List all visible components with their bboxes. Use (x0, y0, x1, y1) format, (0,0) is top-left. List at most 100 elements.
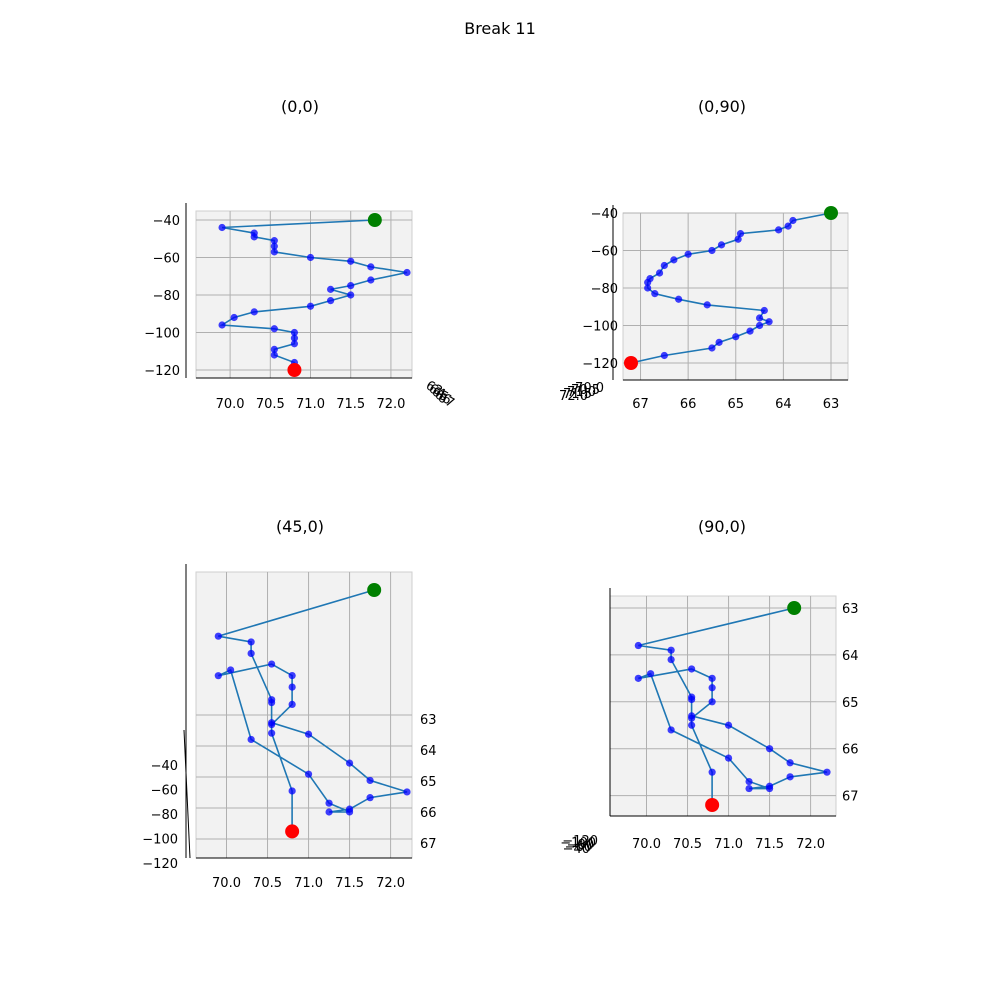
data-point (230, 313, 238, 322)
data-point (268, 720, 276, 729)
data-point (347, 291, 355, 299)
data-point (634, 641, 642, 650)
subplot-title: (0,90) (698, 97, 746, 116)
data-point (746, 327, 754, 335)
data-point (250, 308, 258, 316)
start-marker (824, 206, 838, 220)
data-point (786, 759, 794, 767)
edge-tick-label: −120 (562, 834, 598, 849)
data-point (765, 784, 774, 793)
edge-tick-label: 72.0 (559, 389, 588, 404)
figure-title: Break 11 (464, 19, 536, 38)
data-point (306, 253, 315, 262)
edge-tick-label: 63 (423, 378, 445, 399)
x-tick-label: 70.0 (212, 876, 241, 891)
edge-tick-label: 65 (429, 384, 451, 405)
data-point (288, 787, 296, 795)
y-tick-label: 66 (842, 743, 859, 758)
x-tick-label: 72.0 (376, 876, 405, 891)
data-point (755, 321, 764, 330)
y-tick-label: 65 (420, 775, 437, 790)
y-tick-label: −40 (591, 207, 618, 222)
data-point (345, 808, 354, 816)
data-point (214, 632, 222, 640)
y-tick-label: 63 (842, 602, 859, 617)
data-point (325, 799, 333, 807)
data-point (667, 646, 675, 654)
data-point (736, 230, 745, 238)
y-tick-label: 66 (420, 806, 437, 821)
data-point (366, 794, 374, 802)
y-tick-label: −80 (153, 289, 180, 304)
data-point (367, 263, 375, 271)
x-tick-label: 66 (680, 397, 697, 412)
data-point (306, 302, 315, 310)
data-point (247, 735, 255, 744)
data-point (734, 235, 742, 243)
data-point (660, 351, 668, 360)
data-point (270, 351, 278, 359)
data-point (708, 698, 716, 706)
data-point (717, 241, 726, 249)
y-tick-label: −100 (582, 320, 618, 335)
data-point (327, 297, 335, 305)
data-point (688, 714, 696, 722)
data-point (227, 666, 235, 674)
data-point (218, 223, 226, 232)
data-point (268, 660, 276, 668)
data-point (745, 784, 753, 793)
data-point (290, 334, 299, 342)
z-tick-label: −60 (151, 784, 178, 799)
data-point (403, 788, 411, 796)
data-point (732, 333, 740, 341)
edge-tick-label: 71.5 (563, 387, 592, 402)
y-tick-label: −120 (144, 364, 180, 379)
data-point (288, 700, 296, 708)
edge-tick-label: 66 (432, 387, 454, 408)
data-point (268, 729, 276, 737)
subplot-view-45-0: (45,0) 70.0 70.5 71.0 71.5 72.0 63 64 65 66 67 −40… (142, 517, 436, 891)
data-point (684, 250, 692, 258)
data-point (708, 674, 716, 682)
edge-tick-label: −100 (560, 836, 596, 851)
data-point (708, 768, 716, 776)
end-marker (705, 798, 720, 812)
edge-tick-label: 71.0 (567, 385, 596, 400)
data-point (667, 655, 675, 664)
data-point (403, 268, 411, 277)
data-point (660, 261, 668, 270)
data-point (367, 276, 375, 284)
data-point (290, 328, 299, 337)
y-tick-label: 64 (842, 649, 859, 664)
data-point (304, 770, 313, 778)
end-marker (624, 356, 638, 370)
data-point (270, 325, 278, 333)
x-tick-label: 65 (727, 397, 744, 412)
data-point (325, 808, 333, 816)
edge-tick-label: 67 (435, 390, 457, 411)
data-point (270, 248, 278, 256)
x-tick-label: 70.5 (673, 837, 702, 852)
y-tick-label: 64 (420, 744, 437, 759)
data-point (789, 216, 797, 225)
subplot-title: (45,0) (276, 517, 324, 536)
y-tick-label: −60 (153, 252, 180, 267)
edge-tick-label: −80 (567, 838, 594, 853)
y-tick-label: −40 (153, 214, 180, 229)
data-point (823, 768, 831, 776)
data-point (667, 726, 675, 734)
x-tick-label: 70.0 (632, 837, 661, 852)
y-tick-label: 63 (420, 713, 437, 728)
x-tick-label: 71.0 (296, 397, 325, 412)
data-point (218, 321, 226, 329)
start-marker (787, 601, 802, 615)
x-tick-label: 71.0 (294, 876, 323, 891)
x-tick-label: 63 (823, 397, 840, 412)
start-marker (367, 213, 382, 227)
x-tick-label: 72.0 (796, 837, 825, 852)
axis-pane (609, 595, 837, 817)
data-point (270, 242, 278, 250)
y-tick-label: −120 (582, 357, 618, 372)
x-tick-label: 71.5 (336, 397, 365, 412)
data-point (268, 698, 276, 707)
